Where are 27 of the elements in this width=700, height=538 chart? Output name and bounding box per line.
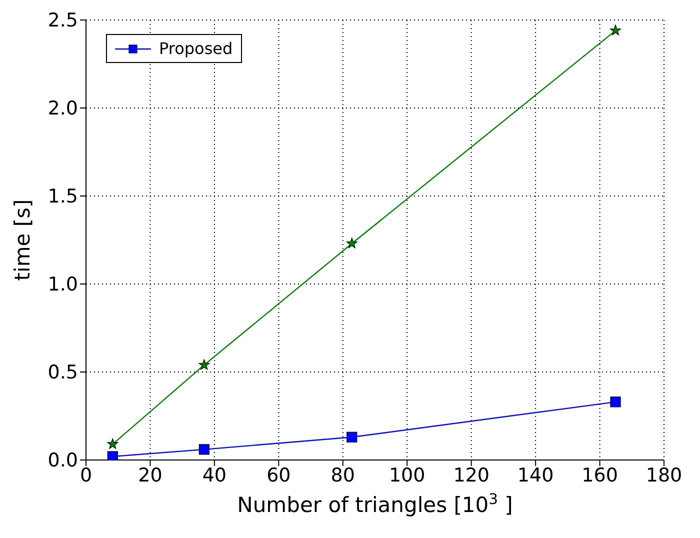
- x-tick-label: 140: [517, 464, 554, 486]
- y-tick-label: 1.5: [48, 186, 78, 208]
- legend-label: Proposed: [159, 39, 233, 58]
- point: [346, 432, 358, 442]
- y-tick-label: 2.0: [48, 98, 78, 120]
- x-tick-label: 160: [582, 464, 618, 486]
- y-axis-title: time [s]: [10, 199, 34, 281]
- x-tick-label: 80: [330, 464, 355, 486]
- point: [198, 444, 210, 455]
- point: [107, 438, 118, 449]
- x-tick-label: 60: [266, 464, 291, 486]
- x-tick-label: 0: [80, 464, 92, 486]
- point: [610, 24, 622, 36]
- y-tick-label: 2.5: [48, 10, 78, 32]
- x-tick-label: 180: [646, 464, 682, 486]
- x-axis-title: Number of triangles [10$^{3}$ ]: [237, 490, 513, 517]
- point: [198, 359, 210, 370]
- x-tick-label: 100: [388, 464, 426, 486]
- point: [346, 238, 358, 248]
- y-tick-label: 0.0: [48, 450, 78, 472]
- y-tick-label: 0.5: [48, 362, 78, 384]
- x-tick-label: 120: [453, 464, 490, 486]
- x-tick-label: 20: [138, 464, 162, 486]
- point: [610, 396, 621, 408]
- point: [107, 451, 118, 460]
- x-tick-label: 40: [202, 464, 227, 486]
- y-tick-label: 1.0: [48, 274, 78, 296]
